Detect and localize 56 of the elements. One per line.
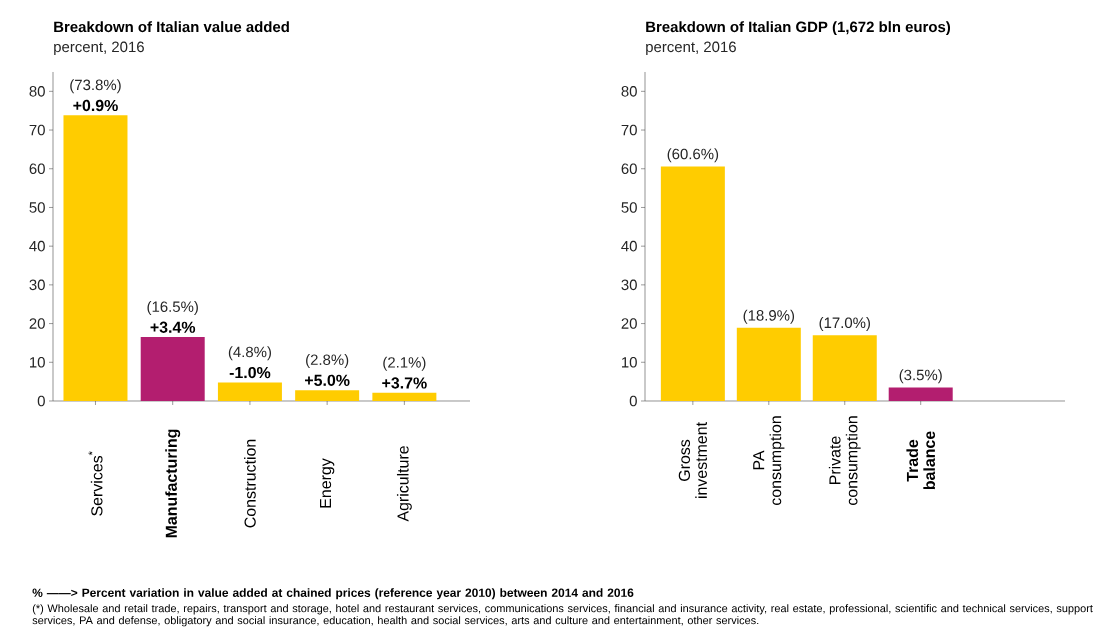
text: % ——> Percent variation in value added at chained prices (reference year 2010) between 2014 and 2016 [32,588,634,600]
bar [63,115,128,401]
bar [660,166,725,401]
x-tick-label: Agriculture [396,446,412,522]
y-tick-label: 50 [29,202,45,213]
bar [812,335,877,401]
x-tick-label: Private consumption [828,416,861,506]
annotation: +0.9% [73,99,118,112]
data-label: (2.1%) [383,356,426,371]
data-label: (73.8%) [70,79,121,94]
x-tick-label: Manufacturing [165,429,181,538]
x-tick-label: Trade balance [906,431,936,490]
chart-subtitle: percent, 2016 [646,41,736,56]
y-tick-label: 30 [29,279,45,291]
x-tick-label: Energy [320,458,335,508]
chart-title: Breakdown of Italian GDP (1,672 bln euros) [646,21,951,36]
y-tick-label: 50 [621,202,637,213]
y-tick-label: 0 [629,395,637,407]
x-tick-label: PA consumption [753,416,785,506]
y-tick-label: 10 [30,356,45,368]
annotation: +3.7% [382,377,427,389]
data-label: (3.5%) [899,369,942,384]
data-label: (60.6%) [667,148,719,163]
y-tick-label: 0 [37,395,45,407]
annotation: -1.0% [229,366,271,379]
annotation: +3.4% [150,321,196,333]
bar [736,327,801,401]
y-tick-label: 40 [29,240,45,252]
bar [140,337,205,401]
annotation: +5.0% [305,374,350,386]
y-tick-label: 60 [621,163,637,175]
y-tick-label: 10 [622,356,637,368]
y-tick-label: 70 [29,124,45,136]
chart-title: Breakdown of Italian value added [54,21,289,33]
y-tick-label: 80 [29,86,45,97]
bar [295,390,360,401]
y-tick-label: 70 [621,124,637,136]
x-tick-label: Construction [244,439,256,528]
bar [217,382,282,401]
y-tick-label: 20 [29,318,45,329]
x-tick-label: Gross investment [678,422,707,498]
data-label: (18.9%) [743,309,795,324]
data-label: (16.5%) [147,301,198,315]
bar [888,387,953,401]
y-tick-label: 80 [621,86,637,97]
data-label: (17.0%) [819,317,870,331]
y-tick-label: 30 [621,279,637,291]
y-tick-label: 60 [29,163,45,175]
data-label: (2.8%) [306,354,349,368]
data-label: (4.8%) [228,346,271,361]
x-tick-label: Services$^{*}$ [88,451,103,516]
y-tick-label: 40 [621,240,637,252]
y-tick-label: 20 [621,318,637,329]
chart-subtitle: percent, 2016 [54,41,144,56]
text: (*) Wholesale and retail trade, repairs, transport and storage, hotel and restaurant services, communications services, financial and insurance activity, real estate, professional, scientific and technical services, support services, PA and defense, obligatory and social insurance, education, health and social services, arts and culture and entertainment, other services. [32,604,1093,627]
bar [372,392,437,401]
